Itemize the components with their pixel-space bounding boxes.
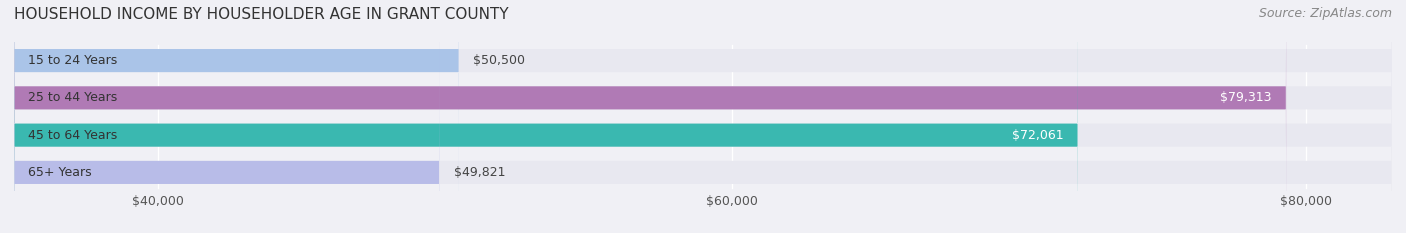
FancyBboxPatch shape [14,0,1392,233]
Text: Source: ZipAtlas.com: Source: ZipAtlas.com [1258,7,1392,20]
FancyBboxPatch shape [14,0,440,233]
Text: $50,500: $50,500 [474,54,526,67]
FancyBboxPatch shape [14,0,1392,233]
FancyBboxPatch shape [14,0,1286,233]
FancyBboxPatch shape [14,0,1078,233]
Text: $72,061: $72,061 [1012,129,1063,142]
Text: 45 to 64 Years: 45 to 64 Years [28,129,118,142]
FancyBboxPatch shape [14,0,1392,233]
FancyBboxPatch shape [14,0,1392,233]
Text: HOUSEHOLD INCOME BY HOUSEHOLDER AGE IN GRANT COUNTY: HOUSEHOLD INCOME BY HOUSEHOLDER AGE IN G… [14,7,509,22]
Text: $79,313: $79,313 [1220,91,1272,104]
Text: 65+ Years: 65+ Years [28,166,91,179]
Text: $49,821: $49,821 [454,166,505,179]
Text: 25 to 44 Years: 25 to 44 Years [28,91,118,104]
Text: 15 to 24 Years: 15 to 24 Years [28,54,118,67]
FancyBboxPatch shape [14,0,458,233]
